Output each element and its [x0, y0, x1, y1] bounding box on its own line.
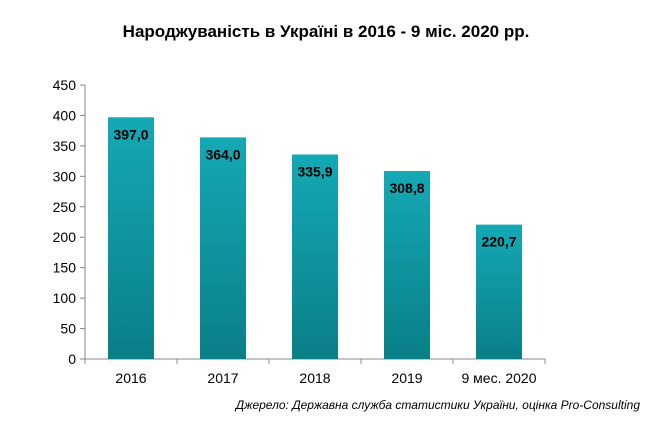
x-tick-label: 2019 [391, 370, 422, 386]
bar-9-мес.-2020 [476, 224, 522, 359]
axes: 0 50 100 150 200 250 300 350 400 450 2016 2017 2018 2… [53, 77, 546, 386]
y-tick-label: 200 [53, 229, 77, 245]
y-tick-label: 150 [53, 260, 77, 276]
y-tick-label: 0 [68, 351, 76, 367]
bar-2017 [200, 137, 246, 359]
x-tick-label: 2016 [115, 370, 146, 386]
y-tick-label: 250 [53, 199, 77, 215]
y-tick-label: 350 [53, 138, 77, 154]
x-tick-label: 2017 [207, 370, 238, 386]
data-label: 397,0 [113, 126, 148, 142]
x-tick-label: 9 мес. 2020 [461, 370, 536, 386]
source-note: Джерело: Державна служба статистики Укра… [235, 398, 640, 412]
y-tick-label: 400 [53, 107, 77, 123]
data-labels: 397,0 364,0 335,9 308,8 220,7 [113, 126, 516, 249]
y-tick-label: 50 [60, 321, 76, 337]
y-tick-label: 100 [53, 290, 77, 306]
bars [108, 117, 522, 359]
data-label: 308,8 [389, 180, 424, 196]
y-tick-label: 300 [53, 168, 77, 184]
bar-2019 [384, 170, 430, 359]
data-label: 335,9 [297, 163, 332, 179]
chart-title: Народжуваність в Україні в 2016 - 9 міс.… [122, 22, 530, 41]
bar-2018 [292, 154, 338, 359]
data-label: 364,0 [205, 146, 240, 162]
y-tick-label: 450 [53, 77, 77, 93]
x-tick-label: 2018 [299, 370, 330, 386]
bar-2016 [108, 117, 154, 359]
data-label: 220,7 [481, 234, 516, 250]
